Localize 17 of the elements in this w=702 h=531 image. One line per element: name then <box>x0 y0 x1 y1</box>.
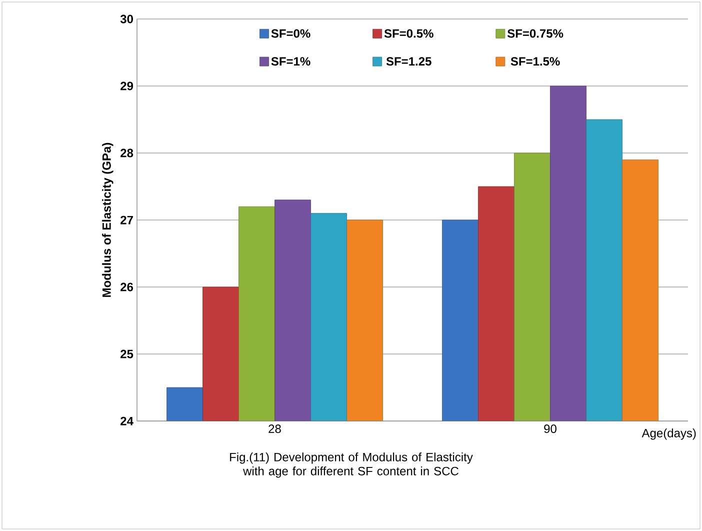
y-tick-label: 24 <box>120 416 134 426</box>
y-axis-title: Modulus of Elasticity (GPa) <box>102 142 114 297</box>
y-tick-label: 26 <box>120 282 134 292</box>
y-tick-label: 28 <box>120 148 134 158</box>
y-tick-label: 30 <box>120 14 133 24</box>
legend-label: SF=1.5% <box>510 57 560 66</box>
legend-label: SF=0.75% <box>507 29 564 38</box>
legend-label: SF=0% <box>271 29 310 38</box>
legend-label: SF=1% <box>271 57 310 66</box>
text: Fig.(11) Development of Modulus of Elasticity with age for different SF content in SCC <box>230 452 473 478</box>
legend-label: SF=1.25 <box>386 57 432 66</box>
y-tick-label: 25 <box>120 350 134 358</box>
y-tick-label: 29 <box>120 82 134 90</box>
x-tick-label: 90 <box>544 424 556 434</box>
legend-label: SF=0.5% <box>384 29 434 38</box>
y-tick-label: 27 <box>120 216 133 224</box>
x-axis-title: Age(days) <box>642 428 696 440</box>
